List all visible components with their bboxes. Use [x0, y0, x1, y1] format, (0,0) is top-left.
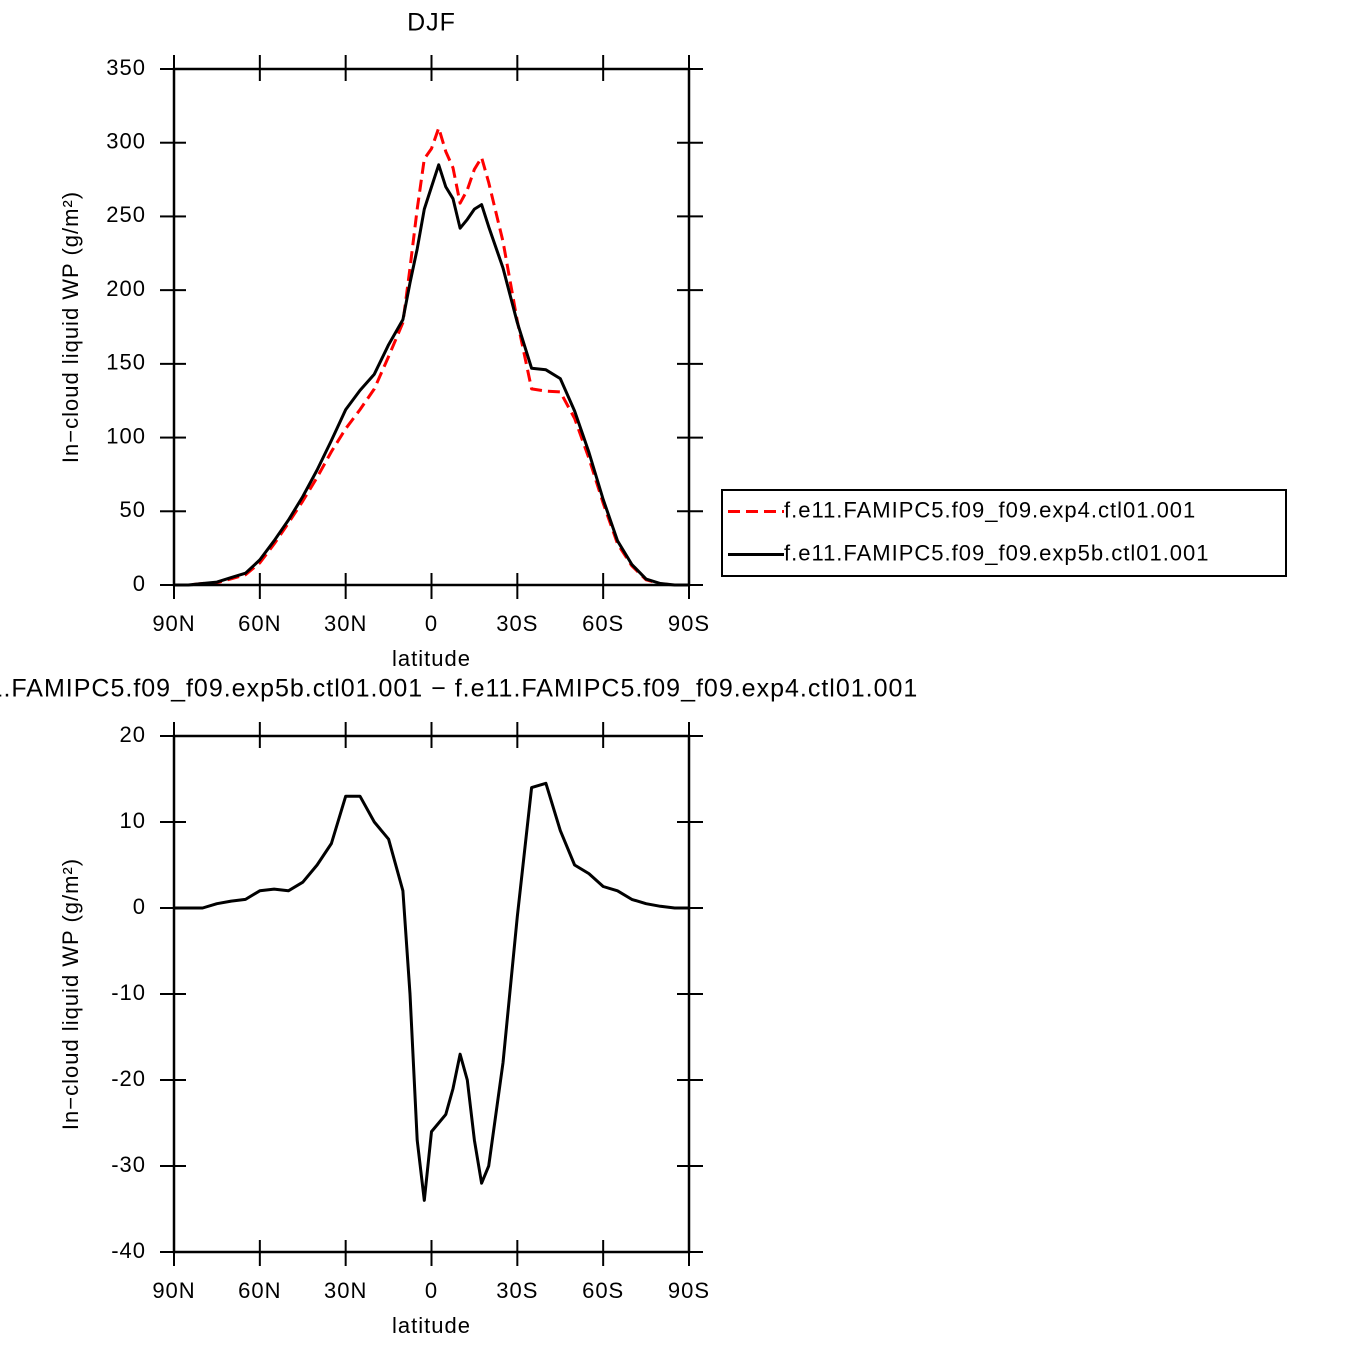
plot-frame: [172, 67, 691, 587]
y-tick-label: -10: [111, 980, 146, 1005]
y-tick-label: 0: [133, 894, 146, 919]
y-axis-label: In−cloud liquid WP (g/m²): [58, 191, 83, 463]
x-tick-label: 90S: [668, 1278, 710, 1303]
plot-frame: [172, 734, 691, 1254]
x-tick-label: 60S: [582, 611, 624, 636]
y-tick-label: 300: [106, 129, 146, 154]
y-tick-label: -40: [111, 1238, 146, 1263]
x-tick-label: 30N: [324, 1278, 367, 1303]
x-tick-label: 30N: [324, 611, 367, 636]
x-tick-label: 60N: [238, 611, 281, 636]
legend-label: f.e11.FAMIPC5.f09_f09.exp4.ctl01.001: [784, 497, 1196, 522]
y-tick-label: 350: [106, 55, 146, 80]
y-tick-label: 100: [106, 423, 146, 448]
x-tick-label: 30S: [496, 1278, 538, 1303]
x-tick-label: 90N: [152, 611, 195, 636]
x-tick-label: 60S: [582, 1278, 624, 1303]
y-tick-label: 10: [120, 808, 146, 833]
x-tick-label: 0: [425, 1278, 438, 1303]
y-tick-label: 0: [133, 571, 146, 596]
x-tick-label: 90S: [668, 611, 710, 636]
x-axis-label: latitude: [392, 1313, 471, 1338]
x-tick-label: 60N: [238, 1278, 281, 1303]
y-tick-label: 50: [120, 497, 146, 522]
y-tick-label: 150: [106, 350, 146, 375]
legend-box: [721, 489, 1287, 577]
data-line: [174, 781, 689, 1202]
chart-title: DJF: [407, 9, 456, 37]
y-tick-label: 250: [106, 202, 146, 227]
legend-label: f.e11.FAMIPC5.f09_f09.exp5b.ctl01.001: [784, 540, 1210, 565]
data-line: [174, 126, 689, 587]
x-tick-label: 30S: [496, 611, 538, 636]
data-line: [174, 163, 689, 587]
y-tick-label: -20: [111, 1066, 146, 1091]
y-tick-label: 200: [106, 276, 146, 301]
y-axis-label: In−cloud liquid WP (g/m²): [58, 858, 83, 1130]
x-axis-label: latitude: [392, 646, 471, 671]
x-tick-label: 0: [425, 611, 438, 636]
chart-title: f.e11.FAMIPC5.f09_f09.exp5b.ctl01.001 − …: [0, 675, 918, 703]
y-tick-label: 20: [120, 722, 146, 747]
y-tick-label: -30: [111, 1152, 146, 1177]
x-tick-label: 90N: [152, 1278, 195, 1303]
